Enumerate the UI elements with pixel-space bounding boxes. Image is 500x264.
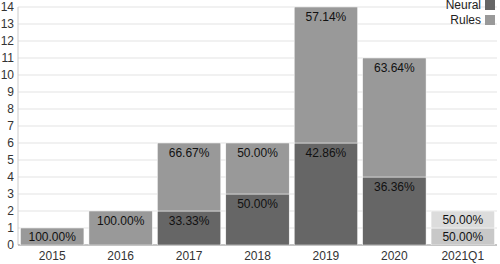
x-tick-label: 2021Q1: [441, 249, 484, 263]
legend-swatch: [485, 0, 495, 10]
y-tick-label: 4: [7, 170, 14, 184]
bar-segment: [157, 143, 220, 211]
y-tick-label: 7: [7, 119, 14, 133]
legend-swatch: [485, 15, 495, 25]
bar-segment: [226, 194, 289, 245]
y-tick-label: 10: [1, 68, 15, 82]
bar-segment: [89, 211, 152, 245]
grid-line: [18, 24, 497, 25]
y-tick-label: 3: [7, 187, 14, 201]
share-label: 100.00%: [29, 230, 77, 244]
x-tick-label: 2018: [244, 249, 271, 263]
y-tick-label: 1: [7, 221, 14, 235]
y-tick-label: 5: [7, 153, 14, 167]
bar-segment: [294, 143, 357, 245]
y-tick-label: 11: [2, 51, 15, 65]
bars: [21, 7, 495, 245]
chart: 01234567891011121314100.00%100.00%33.33%…: [0, 0, 500, 264]
bar-segment: [431, 228, 494, 245]
grid: [18, 7, 497, 245]
y-tick-label: 13: [1, 17, 15, 31]
bar-segment: [21, 228, 84, 245]
bar-segment: [157, 211, 220, 245]
y-tick-label: 0: [7, 238, 14, 252]
x-tick-label: 2019: [313, 249, 340, 263]
share-label: 66.67%: [169, 146, 210, 160]
share-label: 63.64%: [374, 61, 415, 75]
share-label: 100.00%: [97, 214, 145, 228]
legend-label: Rules: [450, 13, 481, 27]
y-tick-label: 6: [7, 136, 14, 150]
x-tick-label: 2020: [381, 249, 408, 263]
share-label: 33.33%: [169, 214, 210, 228]
share-label: 50.00%: [237, 146, 278, 160]
bar-segment: [431, 211, 494, 228]
legend-label: Neural: [446, 0, 481, 12]
bar-segment: [363, 177, 426, 245]
bar-segment: [226, 143, 289, 194]
x-tick-label: 2017: [176, 249, 203, 263]
legend: NeuralRules: [446, 0, 495, 27]
share-label: 42.86%: [306, 146, 347, 160]
grid-line: [18, 41, 497, 42]
grid-line: [18, 7, 497, 8]
y-tick-label: 2: [7, 204, 14, 218]
chart-container: 01234567891011121314100.00%100.00%33.33%…: [0, 0, 500, 264]
bar-segment: [363, 58, 426, 177]
y-tick-label: 14: [1, 0, 15, 14]
share-label: 50.00%: [237, 197, 278, 211]
share-label: 50.00%: [442, 213, 483, 227]
bar-segment: [294, 7, 357, 143]
y-axis: [18, 7, 19, 245]
share-labels: 100.00% 100.00% 33.33% 66.67% 50.00% 50.00% 42…: [29, 10, 484, 244]
share-label: 50.00%: [442, 230, 483, 244]
y-tick-label: 9: [7, 85, 14, 99]
share-label: 36.36%: [374, 180, 415, 194]
share-label: 57.14%: [306, 10, 347, 24]
y-tick-label: 12: [1, 34, 15, 48]
x-tick-label: 2015: [39, 249, 66, 263]
x-tick-label: 2016: [107, 249, 134, 263]
y-tick-label: 8: [7, 102, 14, 116]
